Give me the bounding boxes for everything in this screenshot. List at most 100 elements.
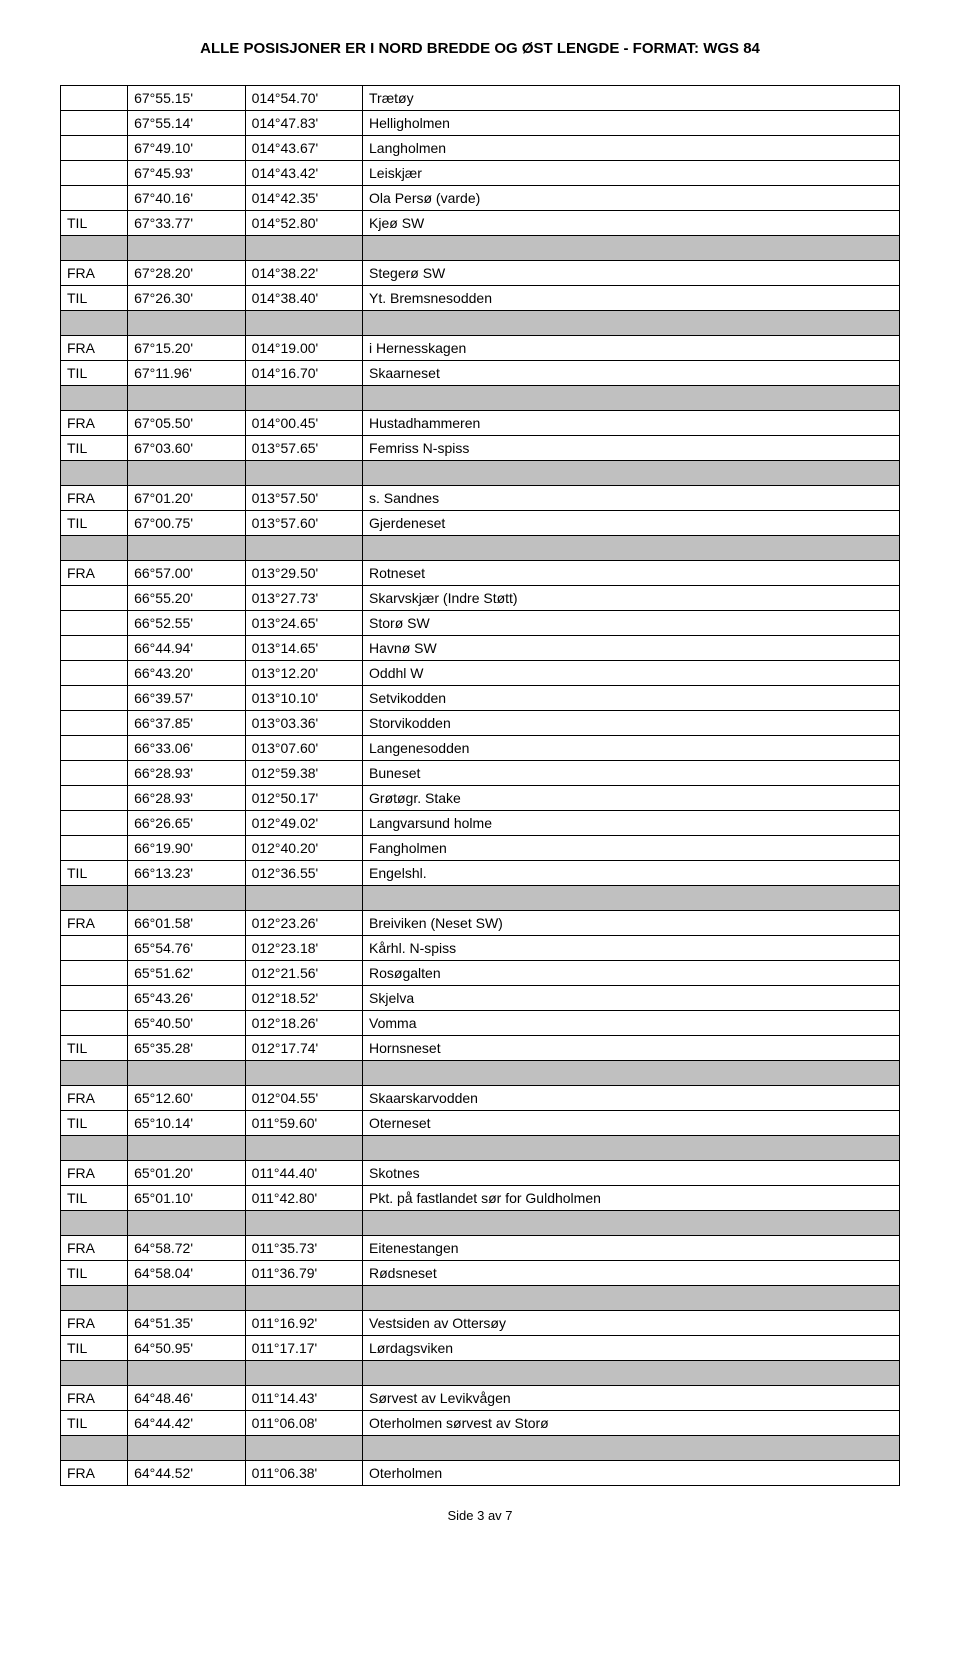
label-cell: TIL (61, 1111, 128, 1136)
longitude-cell: 012°17.74' (245, 1036, 362, 1061)
spacer-cell (128, 1286, 245, 1311)
latitude-cell: 67°01.20' (128, 486, 245, 511)
positions-table: 67°55.15'014°54.70'Trætøy67°55.14'014°47… (60, 85, 900, 1486)
spacer-cell (245, 311, 362, 336)
table-row: TIL65°35.28'012°17.74'Hornsneset (61, 1036, 900, 1061)
label-cell: TIL (61, 861, 128, 886)
label-cell (61, 661, 128, 686)
name-cell: Oddhl W (363, 661, 900, 686)
label-cell: TIL (61, 286, 128, 311)
table-row: TIL67°26.30'014°38.40'Yt. Bremsnesodden (61, 286, 900, 311)
table-row: TIL66°13.23'012°36.55'Engelshl. (61, 861, 900, 886)
latitude-cell: 67°00.75' (128, 511, 245, 536)
latitude-cell: 67°26.30' (128, 286, 245, 311)
longitude-cell: 012°18.52' (245, 986, 362, 1011)
spacer-cell (61, 461, 128, 486)
table-row: FRA64°58.72'011°35.73'Eitenestangen (61, 1236, 900, 1261)
name-cell: Hornsneset (363, 1036, 900, 1061)
latitude-cell: 64°50.95' (128, 1336, 245, 1361)
longitude-cell: 011°36.79' (245, 1261, 362, 1286)
name-cell: Setvikodden (363, 686, 900, 711)
name-cell: Stegerø SW (363, 261, 900, 286)
table-row: 66°19.90'012°40.20'Fangholmen (61, 836, 900, 861)
name-cell: Kjeø SW (363, 211, 900, 236)
latitude-cell: 64°44.52' (128, 1461, 245, 1486)
label-cell: FRA (61, 1086, 128, 1111)
page-footer: Side 3 av 7 (60, 1508, 900, 1523)
label-cell (61, 786, 128, 811)
spacer-cell (61, 311, 128, 336)
spacer-row (61, 386, 900, 411)
label-cell: TIL (61, 511, 128, 536)
name-cell: Langholmen (363, 136, 900, 161)
name-cell: i Hernesskagen (363, 336, 900, 361)
spacer-cell (61, 1211, 128, 1236)
longitude-cell: 013°29.50' (245, 561, 362, 586)
table-row: TIL64°58.04'011°36.79'Rødsneset (61, 1261, 900, 1286)
spacer-cell (61, 236, 128, 261)
longitude-cell: 014°00.45' (245, 411, 362, 436)
name-cell: Helligholmen (363, 111, 900, 136)
longitude-cell: 011°42.80' (245, 1186, 362, 1211)
table-row: 67°55.15'014°54.70'Trætøy (61, 86, 900, 111)
spacer-cell (128, 886, 245, 911)
latitude-cell: 65°54.76' (128, 936, 245, 961)
label-cell: TIL (61, 1186, 128, 1211)
latitude-cell: 67°45.93' (128, 161, 245, 186)
name-cell: Skaarneset (363, 361, 900, 386)
name-cell: Langvarsund holme (363, 811, 900, 836)
spacer-cell (245, 1211, 362, 1236)
table-row: 66°43.20'013°12.20'Oddhl W (61, 661, 900, 686)
spacer-row (61, 1361, 900, 1386)
table-row: 66°44.94'013°14.65'Havnø SW (61, 636, 900, 661)
label-cell (61, 811, 128, 836)
latitude-cell: 65°35.28' (128, 1036, 245, 1061)
latitude-cell: 66°28.93' (128, 786, 245, 811)
spacer-cell (245, 1061, 362, 1086)
name-cell: Hustadhammeren (363, 411, 900, 436)
longitude-cell: 013°12.20' (245, 661, 362, 686)
longitude-cell: 011°59.60' (245, 1111, 362, 1136)
longitude-cell: 011°17.17' (245, 1336, 362, 1361)
table-row: 66°37.85'013°03.36'Storvikodden (61, 711, 900, 736)
longitude-cell: 012°23.18' (245, 936, 362, 961)
latitude-cell: 67°49.10' (128, 136, 245, 161)
table-row: 65°54.76'012°23.18'Kårhl. N-spiss (61, 936, 900, 961)
label-cell (61, 761, 128, 786)
latitude-cell: 64°48.46' (128, 1386, 245, 1411)
label-cell (61, 686, 128, 711)
name-cell: Oterholmen sørvest av Storø (363, 1411, 900, 1436)
label-cell (61, 711, 128, 736)
longitude-cell: 013°27.73' (245, 586, 362, 611)
spacer-cell (363, 1136, 900, 1161)
name-cell: Buneset (363, 761, 900, 786)
spacer-cell (363, 1211, 900, 1236)
latitude-cell: 64°58.04' (128, 1261, 245, 1286)
name-cell: Breiviken (Neset SW) (363, 911, 900, 936)
longitude-cell: 014°42.35' (245, 186, 362, 211)
spacer-row (61, 886, 900, 911)
name-cell: Rødsneset (363, 1261, 900, 1286)
longitude-cell: 013°24.65' (245, 611, 362, 636)
longitude-cell: 011°16.92' (245, 1311, 362, 1336)
latitude-cell: 65°01.10' (128, 1186, 245, 1211)
spacer-cell (363, 386, 900, 411)
name-cell: Yt. Bremsnesodden (363, 286, 900, 311)
label-cell (61, 136, 128, 161)
spacer-row (61, 1211, 900, 1236)
longitude-cell: 013°57.50' (245, 486, 362, 511)
label-cell: FRA (61, 561, 128, 586)
table-row: FRA67°15.20'014°19.00'i Hernesskagen (61, 336, 900, 361)
label-cell: FRA (61, 411, 128, 436)
latitude-cell: 67°05.50' (128, 411, 245, 436)
name-cell: Sørvest av Levikvågen (363, 1386, 900, 1411)
longitude-cell: 012°40.20' (245, 836, 362, 861)
name-cell: Langenesodden (363, 736, 900, 761)
name-cell: Gjerdeneset (363, 511, 900, 536)
spacer-cell (61, 386, 128, 411)
name-cell: Oterneset (363, 1111, 900, 1136)
spacer-cell (128, 1061, 245, 1086)
table-row: FRA67°28.20'014°38.22'Stegerø SW (61, 261, 900, 286)
name-cell: Eitenestangen (363, 1236, 900, 1261)
longitude-cell: 014°19.00' (245, 336, 362, 361)
